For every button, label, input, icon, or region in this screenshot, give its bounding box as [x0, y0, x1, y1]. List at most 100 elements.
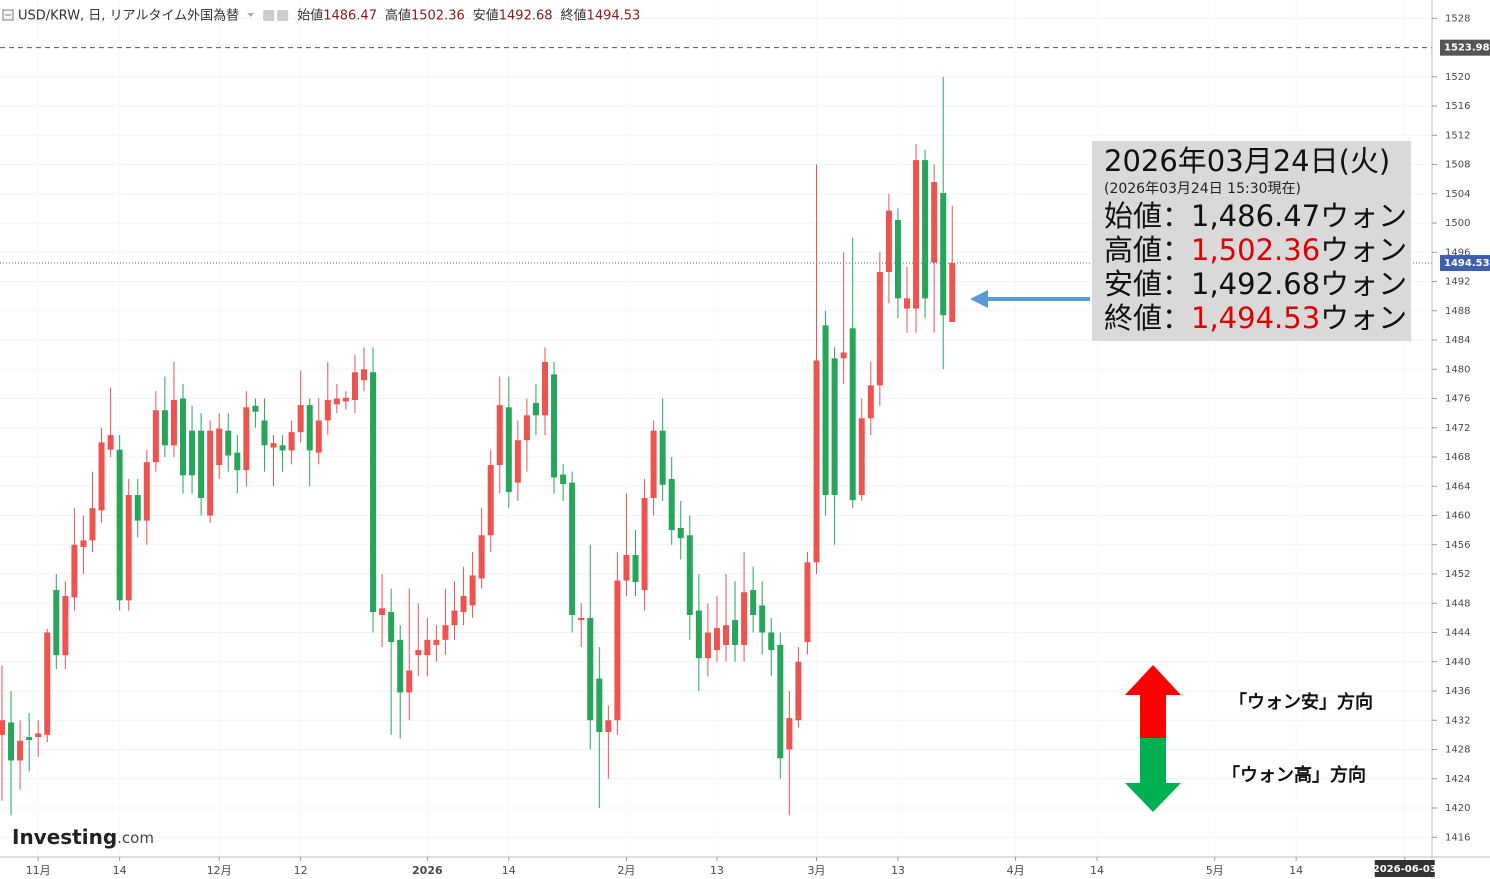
candle-body — [876, 272, 883, 386]
candle-body — [677, 527, 684, 539]
candle-body — [940, 193, 947, 316]
logo: Investing.com — [12, 825, 154, 849]
candle-body — [614, 580, 621, 721]
collapse-icon[interactable] — [2, 9, 14, 21]
candle-body — [487, 465, 494, 536]
candle-body — [243, 407, 250, 471]
y-tick-label: 1520 — [1445, 72, 1470, 83]
candle-body — [388, 612, 395, 643]
candle-body — [116, 449, 123, 601]
x-tick-label: 2026-06-03 — [1373, 864, 1437, 875]
candle-body — [379, 608, 386, 615]
candle-body — [514, 440, 521, 483]
candle-body — [551, 374, 558, 478]
dropdown-icon — [247, 13, 255, 17]
candle-body — [170, 399, 177, 446]
candle-body — [668, 478, 675, 531]
axes: 1416 1420 1424 1428 1432 1436 1440 1444 1448 1452… — [26, 13, 1490, 877]
candle-body — [659, 430, 666, 485]
y-tick-label: 1488 — [1445, 306, 1470, 317]
candle-body — [949, 263, 956, 322]
candle-body — [324, 399, 331, 421]
candle-body — [904, 298, 910, 309]
candle-body — [442, 625, 449, 640]
y-tick-label: 1516 — [1445, 101, 1470, 112]
candle-body — [804, 562, 811, 643]
candle-body — [125, 495, 132, 601]
candle-body — [578, 617, 585, 621]
y-tick-label: 1416 — [1445, 832, 1470, 843]
candle-body — [496, 405, 503, 466]
candle-body — [777, 644, 784, 759]
candle-body — [713, 628, 720, 651]
info-unit: ウォン — [1320, 301, 1407, 335]
ohlc-value: 1502.36 — [411, 9, 465, 24]
price-label: 1494.53 — [1444, 258, 1490, 269]
candle-body — [523, 415, 530, 441]
candle-body — [397, 639, 404, 693]
candle-body — [460, 595, 467, 613]
candle-body — [451, 610, 458, 626]
candle-body — [741, 592, 748, 645]
y-tick-label: 1468 — [1445, 452, 1470, 463]
candle-body — [922, 160, 929, 299]
candle-body — [225, 430, 232, 456]
candle-body — [750, 590, 757, 615]
info-unit: ウォン — [1320, 233, 1407, 267]
candle-body — [632, 555, 639, 583]
candle-body — [650, 430, 657, 498]
candle-body — [560, 474, 567, 485]
candle-body — [813, 360, 820, 563]
candle-body — [161, 410, 168, 446]
x-tick-label: 5月 — [1206, 864, 1224, 877]
x-tick-label: 12月 — [207, 864, 232, 877]
candle-body — [134, 495, 141, 521]
candle-body — [569, 482, 576, 615]
y-tick-label: 1492 — [1445, 277, 1470, 288]
candle-body — [723, 625, 729, 645]
candle-body — [858, 418, 865, 496]
header-title: USD/KRW, 日, リアルタイム外国為替 — [18, 8, 239, 24]
ohlc-value: 1492.68 — [499, 9, 553, 24]
candle-body — [234, 452, 241, 471]
candle-body — [315, 420, 322, 453]
candle-body — [424, 639, 431, 656]
x-tick-label: 3月 — [808, 864, 826, 877]
y-tick-label: 1428 — [1445, 745, 1470, 756]
candle-body — [297, 405, 304, 433]
candle-body — [894, 220, 901, 299]
candle-body — [306, 405, 313, 451]
y-tick-label: 1456 — [1445, 540, 1470, 551]
candle-body — [759, 605, 766, 633]
candle-body — [605, 720, 612, 732]
candle-body — [406, 670, 413, 693]
x-tick-label: 13 — [891, 864, 905, 877]
ohlc-value: 1494.53 — [587, 9, 641, 24]
y-tick-label: 1500 — [1445, 218, 1470, 229]
x-tick-label: 11月 — [26, 864, 51, 877]
candle-body — [189, 430, 196, 476]
y-tick-label: 1480 — [1445, 364, 1470, 375]
info-unit: ウォン — [1320, 267, 1407, 301]
x-tick-label: 14 — [1090, 864, 1104, 877]
candle-body — [26, 737, 33, 741]
settings-icon — [263, 10, 275, 21]
y-tick-label: 1440 — [1445, 657, 1470, 668]
settings-icon-2 — [277, 10, 289, 21]
candle-body — [885, 210, 892, 273]
candle-body — [704, 632, 711, 659]
logo-brand: Investing — [12, 825, 117, 849]
down-arrow — [1125, 738, 1181, 812]
candle-body — [478, 535, 485, 579]
y-tick-label: 1464 — [1445, 481, 1470, 492]
info-box — [1092, 141, 1411, 341]
candle-body — [342, 397, 349, 402]
candle-body — [107, 435, 114, 450]
ohlc-label: 始値 — [297, 8, 323, 24]
y-tick-label: 1420 — [1445, 803, 1470, 814]
candle-body — [415, 650, 422, 656]
candle-body — [261, 420, 268, 446]
info-value: 1,492.68 — [1191, 267, 1320, 301]
